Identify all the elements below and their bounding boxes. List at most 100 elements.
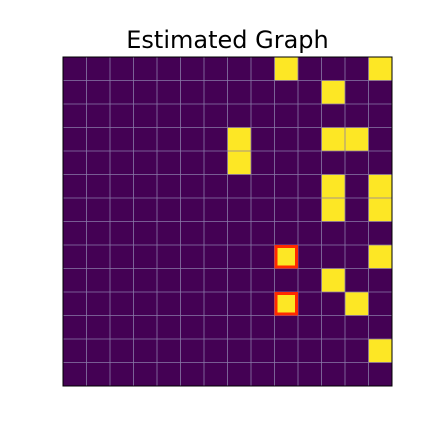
heatmap-cell xyxy=(274,221,299,246)
heatmap-cell xyxy=(298,268,322,293)
heatmap-cell xyxy=(368,127,393,152)
heatmap-cell xyxy=(63,339,87,363)
heatmap-cell xyxy=(204,151,228,175)
heatmap-cell xyxy=(63,198,87,222)
heatmap-cell xyxy=(321,362,346,387)
heatmap-cell xyxy=(345,268,369,293)
heatmap-cell xyxy=(345,57,369,81)
heatmap-cell xyxy=(251,221,275,246)
heatmap-cell xyxy=(274,245,299,269)
heatmap-cell xyxy=(298,315,322,340)
heatmap-cell xyxy=(86,57,111,81)
heatmap-cell xyxy=(110,221,134,246)
heatmap-cell xyxy=(86,245,111,269)
heatmap-cell xyxy=(63,104,87,128)
heatmap-cell xyxy=(133,245,158,269)
heatmap-cell xyxy=(86,174,111,199)
heatmap-cell xyxy=(298,292,322,316)
heatmap-cell xyxy=(227,362,252,387)
heatmap-cell xyxy=(110,315,134,340)
heatmap-cell xyxy=(321,80,346,105)
heatmap-cell xyxy=(274,57,299,81)
heatmap-cell xyxy=(63,315,87,340)
heatmap-cell xyxy=(110,268,134,293)
heatmap-cell xyxy=(345,104,369,128)
heatmap-cell xyxy=(321,127,346,152)
heatmap-cell xyxy=(180,221,205,246)
heatmap-cell xyxy=(274,104,299,128)
heatmap-cell xyxy=(321,104,346,128)
heatmap-cell xyxy=(251,174,275,199)
heatmap-cell xyxy=(227,198,252,222)
heatmap-cell xyxy=(227,315,252,340)
heatmap-cell xyxy=(157,80,181,105)
heatmap-cell xyxy=(227,245,252,269)
heatmap-cell xyxy=(204,221,228,246)
heatmap-cell xyxy=(180,174,205,199)
heatmap-cell xyxy=(251,362,275,387)
heatmap-cell xyxy=(63,362,87,387)
heatmap-cell xyxy=(368,315,393,340)
heatmap-cell xyxy=(321,292,346,316)
heatmap-cell xyxy=(368,174,393,199)
heatmap-cell xyxy=(345,221,369,246)
heatmap-cell xyxy=(86,127,111,152)
heatmap-cell xyxy=(298,57,322,81)
heatmap-cell xyxy=(298,362,322,387)
heatmap-cell xyxy=(321,339,346,363)
heatmap-cell xyxy=(368,362,393,387)
heatmap-cell xyxy=(345,127,369,152)
heatmap-cell xyxy=(227,174,252,199)
heatmap-cell xyxy=(110,127,134,152)
heatmap-cell xyxy=(274,198,299,222)
heatmap-cell xyxy=(110,174,134,199)
heatmap-cell xyxy=(274,292,299,316)
heatmap-cell xyxy=(298,221,322,246)
heatmap-cell xyxy=(63,57,87,81)
heatmap-cell xyxy=(368,57,393,81)
heatmap-cell xyxy=(110,292,134,316)
heatmap-cell xyxy=(157,151,181,175)
heatmap-cell xyxy=(251,198,275,222)
heatmap-cell xyxy=(321,57,346,81)
heatmap-cell xyxy=(157,245,181,269)
heatmap-cell xyxy=(251,292,275,316)
heatmap-cell xyxy=(180,339,205,363)
heatmap-cell xyxy=(86,362,111,387)
plot-frame xyxy=(62,56,393,387)
heatmap-cell xyxy=(345,198,369,222)
heatmap-cell xyxy=(227,221,252,246)
heatmap-cell xyxy=(86,268,111,293)
heatmap-cell xyxy=(63,221,87,246)
heatmap-cell xyxy=(227,151,252,175)
heatmap-cell xyxy=(204,292,228,316)
heatmap-cell xyxy=(180,315,205,340)
heatmap-cell xyxy=(157,57,181,81)
heatmap-cell xyxy=(251,339,275,363)
heatmap-cell xyxy=(298,339,322,363)
heatmap-cell xyxy=(251,268,275,293)
heatmap-cell xyxy=(227,127,252,152)
heatmap-cell xyxy=(274,315,299,340)
heatmap-cell xyxy=(204,268,228,293)
heatmap-cell xyxy=(110,104,134,128)
heatmap-cell xyxy=(180,268,205,293)
heatmap-cell xyxy=(157,268,181,293)
heatmap-cell xyxy=(157,292,181,316)
heatmap-cell xyxy=(227,268,252,293)
heatmap-cell xyxy=(227,339,252,363)
heatmap-cell xyxy=(204,57,228,81)
heatmap-cell xyxy=(157,221,181,246)
heatmap-cell xyxy=(180,292,205,316)
heatmap-cell xyxy=(133,174,158,199)
heatmap-cell xyxy=(204,339,228,363)
heatmap-cell xyxy=(298,104,322,128)
heatmap-cell xyxy=(133,198,158,222)
heatmap-cell xyxy=(368,339,393,363)
heatmap-cell xyxy=(227,80,252,105)
heatmap-cell xyxy=(227,57,252,81)
heatmap-cell xyxy=(133,221,158,246)
heatmap-cell xyxy=(345,245,369,269)
heatmap-cell xyxy=(63,292,87,316)
